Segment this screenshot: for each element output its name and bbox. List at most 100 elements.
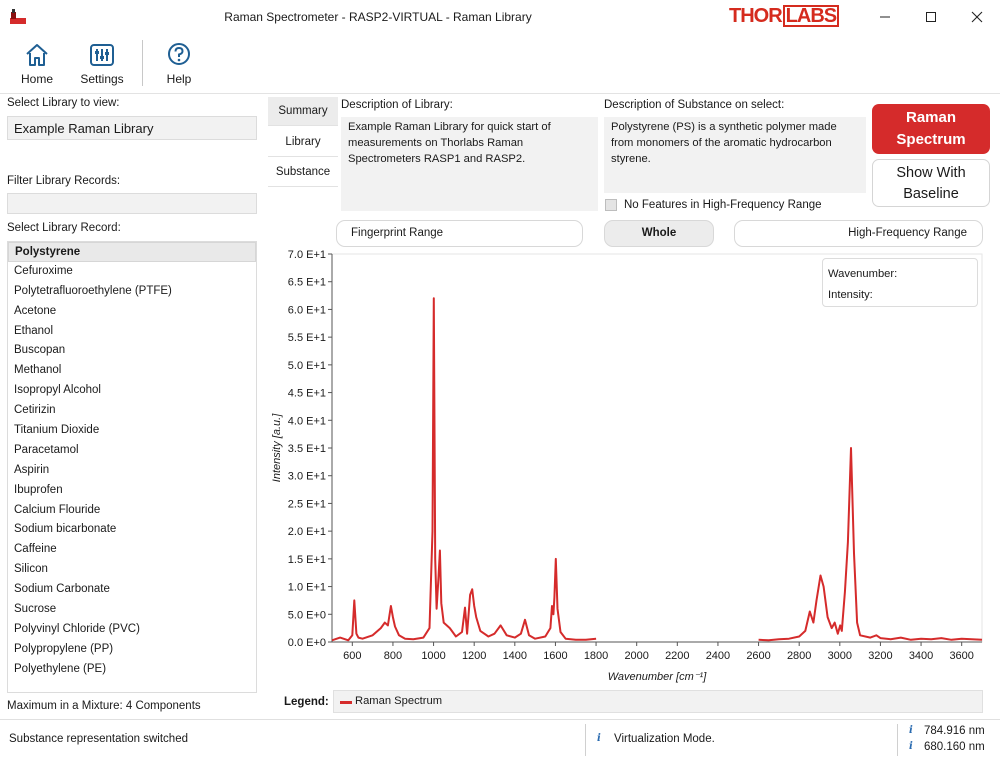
filter-label: Filter Library Records: xyxy=(7,175,121,187)
library-description: Example Raman Library for quick start of… xyxy=(341,117,598,211)
list-item[interactable]: Silicon xyxy=(14,563,48,576)
toolbar: Home Settings Help xyxy=(0,34,1000,94)
toolbar-separator xyxy=(142,40,143,86)
no-high-frequency-checkbox[interactable] xyxy=(605,199,617,211)
window-title: Raman Spectrometer - RASP2-VIRTUAL - Ram… xyxy=(224,10,532,24)
legend-series-name: Raman Spectrum xyxy=(355,695,443,707)
status-separator xyxy=(585,724,586,756)
info-icon: i xyxy=(909,741,913,752)
whole-range-button[interactable]: Whole xyxy=(604,220,714,247)
title-bar: Raman Spectrometer - RASP2-VIRTUAL - Ram… xyxy=(0,0,1000,34)
cursor-readout: Wavenumber: Intensity: xyxy=(822,258,978,307)
baseline-line1: Show With xyxy=(896,165,966,181)
y-tick-label: 5.5 E+1 xyxy=(288,332,326,344)
list-item[interactable]: Sodium Carbonate xyxy=(14,583,110,596)
x-tick-label: 3200 xyxy=(868,650,892,662)
x-tick-label: 2800 xyxy=(787,650,811,662)
maximize-button[interactable] xyxy=(908,0,954,33)
list-item[interactable]: Ibuprofen xyxy=(14,483,63,496)
tab-substance[interactable]: Substance xyxy=(268,158,338,187)
close-button[interactable] xyxy=(954,0,1000,33)
x-tick-label: 1800 xyxy=(584,650,608,662)
help-button[interactable]: Help xyxy=(149,40,209,90)
library-select[interactable]: Example Raman Library xyxy=(7,116,257,140)
list-item[interactable]: Methanol xyxy=(14,364,62,377)
wavenumber-readout-label: Wavenumber: xyxy=(828,268,898,280)
list-item[interactable]: Polyvinyl Chloride (PVC) xyxy=(14,622,140,635)
spectrum-line xyxy=(331,297,597,642)
x-tick-label: 1400 xyxy=(503,650,527,662)
status-message: Substance representation switched xyxy=(9,733,188,745)
plot-area xyxy=(331,253,983,643)
library-select-label: Select Library to view: xyxy=(7,97,120,109)
y-tick-label: 1.0 E+1 xyxy=(288,582,326,594)
x-tick-label: 2000 xyxy=(624,650,648,662)
list-item[interactable]: Acetone xyxy=(14,304,57,317)
list-item[interactable]: Polystyrene xyxy=(8,242,256,262)
record-select-label: Select Library Record: xyxy=(7,222,121,234)
mixture-note: Maximum in a Mixture: 4 Components xyxy=(7,700,201,712)
list-item[interactable]: Caffeine xyxy=(14,543,57,556)
home-icon xyxy=(26,44,48,66)
show-with-baseline-button[interactable]: Show With Baseline xyxy=(872,159,990,207)
raman-spectrum-button[interactable]: Raman Spectrum xyxy=(872,104,990,154)
list-item[interactable]: Cefuroxime xyxy=(14,264,73,277)
settings-button[interactable]: Settings xyxy=(72,40,132,90)
list-item[interactable]: Buscopan xyxy=(14,344,66,357)
help-icon xyxy=(168,43,190,65)
y-tick-label: 7.0 E+1 xyxy=(288,249,326,261)
info-icon: i xyxy=(909,725,913,736)
baseline-line2: Baseline xyxy=(903,186,959,202)
x-axis-label: Wavenumber [cm⁻¹] xyxy=(608,671,707,683)
y-tick-label: 4.0 E+1 xyxy=(288,415,326,427)
settings-label: Settings xyxy=(80,72,124,86)
list-item[interactable]: Isopropyl Alcohol xyxy=(14,384,101,397)
list-item[interactable]: Polytetrafluoroethylene (PTFE) xyxy=(14,284,172,297)
no-high-frequency-label: No Features in High-Frequency Range xyxy=(624,199,822,211)
y-tick-label: 1.5 E+1 xyxy=(288,554,326,566)
substance-description-label: Description of Substance on select: xyxy=(604,99,785,111)
list-item[interactable]: Calcium Flouride xyxy=(14,503,101,516)
minimize-button[interactable] xyxy=(862,0,908,33)
tab-summary[interactable]: Summary xyxy=(268,97,338,126)
library-select-value: Example Raman Library xyxy=(14,121,154,136)
app-icon xyxy=(10,9,26,24)
y-tick-label: 6.0 E+1 xyxy=(288,304,326,316)
list-item[interactable]: Aspirin xyxy=(14,463,50,476)
legend: Raman Spectrum xyxy=(333,690,983,713)
tab-library[interactable]: Library xyxy=(268,128,338,157)
home-button[interactable]: Home xyxy=(7,40,67,90)
status-mode: Virtualization Mode. xyxy=(614,733,715,745)
x-tick-label: 3400 xyxy=(909,650,933,662)
list-item[interactable]: Paracetamol xyxy=(14,443,79,456)
list-item[interactable]: Sucrose xyxy=(14,603,57,616)
x-tick-label: 2600 xyxy=(746,650,770,662)
fingerprint-range-button[interactable]: Fingerprint Range xyxy=(336,220,583,247)
x-tick-label: 800 xyxy=(384,650,402,662)
thorlabs-logo: THOR LABS xyxy=(729,5,840,28)
home-label: Home xyxy=(20,72,53,86)
x-tick-label: 2400 xyxy=(706,650,730,662)
y-tick-label: 5.0 E+0 xyxy=(288,609,326,621)
list-item[interactable]: Ethanol xyxy=(14,324,54,337)
high-frequency-range-button[interactable]: High-Frequency Range xyxy=(734,220,983,247)
y-tick-label: 2.0 E+1 xyxy=(288,526,326,538)
list-item[interactable]: Polypropylene (PP) xyxy=(14,642,114,655)
list-item[interactable]: Polyethylene (PE) xyxy=(14,662,107,675)
intensity-readout-label: Intensity: xyxy=(828,289,873,301)
y-tick-label: 0.0 E+0 xyxy=(288,637,326,649)
maximize-icon xyxy=(926,11,936,22)
raman-spectrum-line1: Raman xyxy=(905,109,957,126)
spectrum-chart[interactable]: 0.0 E+0 5.0 E+0 1.0 E+1 1.5 E+1 2.0 E+1 2.5 E… xyxy=(262,248,986,688)
info-icon: i xyxy=(597,733,601,744)
list-item[interactable]: Cetirizin xyxy=(14,404,56,417)
filter-input[interactable] xyxy=(7,193,257,214)
y-axis-label: Intensity [a.u.] xyxy=(271,413,283,482)
list-item[interactable]: Titanium Dioxide xyxy=(14,424,100,437)
settings-sliders-icon xyxy=(90,44,114,66)
x-tick-label: 1000 xyxy=(421,650,445,662)
y-tick-label: 2.5 E+1 xyxy=(288,498,326,510)
list-item[interactable]: Sodium bicarbonate xyxy=(14,523,117,536)
legend-swatch xyxy=(340,701,352,704)
wavelength-2: 680.160 nm xyxy=(924,741,985,753)
